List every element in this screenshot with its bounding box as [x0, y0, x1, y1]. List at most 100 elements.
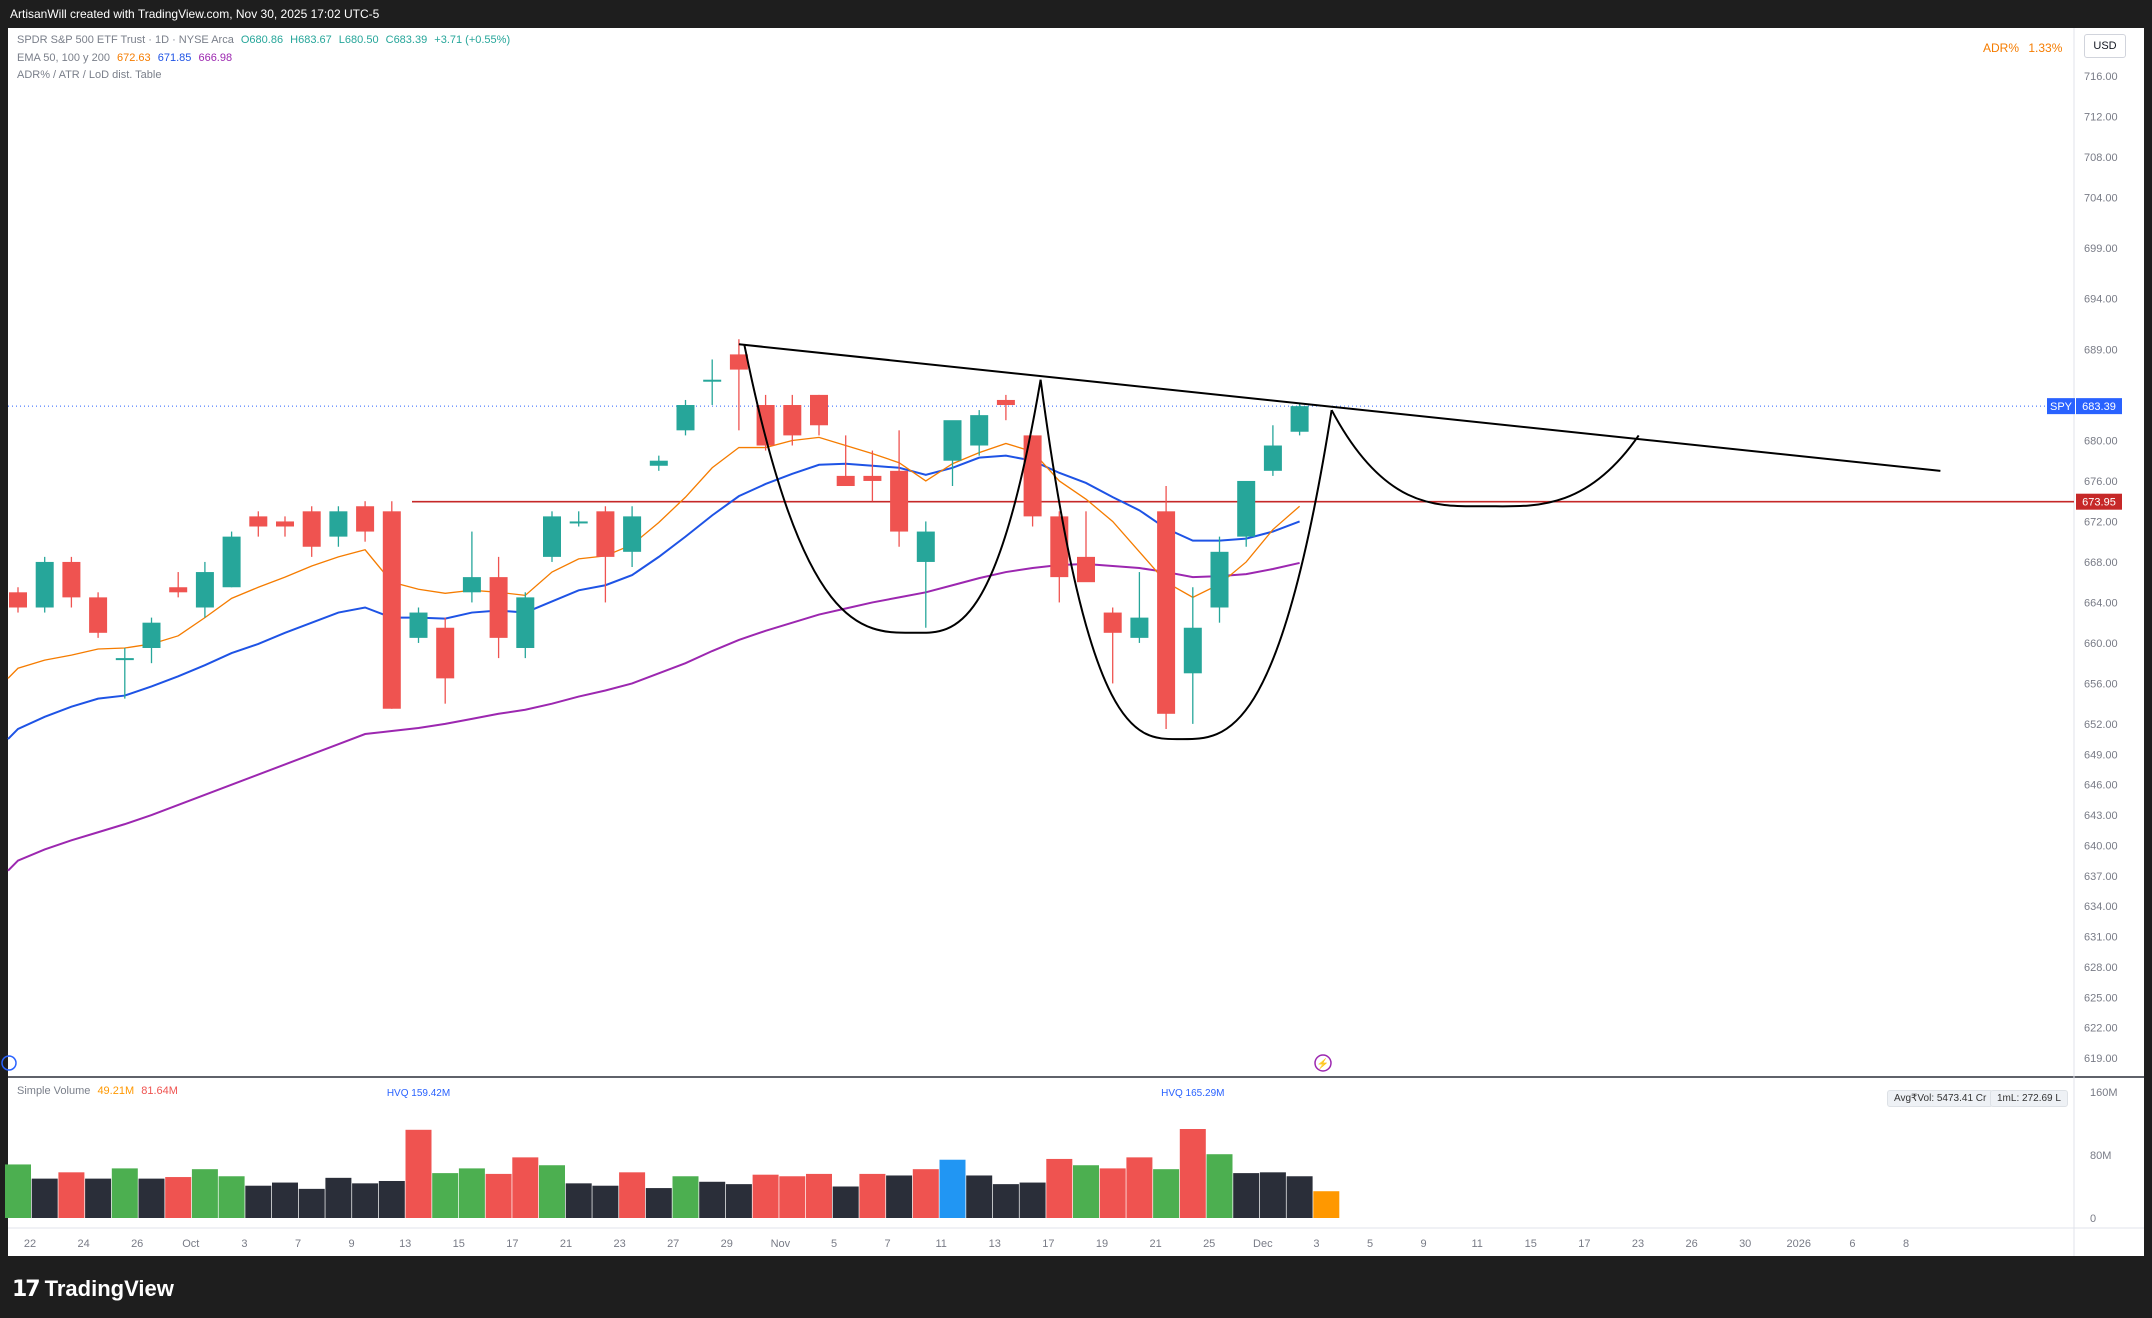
- candle-body[interactable]: [115, 658, 134, 661]
- candle-body[interactable]: [623, 516, 642, 552]
- volume-bar[interactable]: [939, 1159, 966, 1218]
- volume-bar[interactable]: [966, 1175, 993, 1218]
- candle-body[interactable]: [142, 622, 161, 648]
- volume-bar[interactable]: [1206, 1154, 1233, 1218]
- volume-bar[interactable]: [432, 1173, 459, 1218]
- volume-bar[interactable]: [512, 1157, 539, 1218]
- volume-bar[interactable]: [832, 1186, 859, 1219]
- candle-body[interactable]: [89, 597, 108, 633]
- candle-body[interactable]: [1210, 551, 1229, 608]
- candle-body[interactable]: [302, 511, 321, 547]
- candle-body[interactable]: [35, 561, 54, 608]
- volume-bar[interactable]: [645, 1188, 672, 1218]
- volume-bar[interactable]: [752, 1174, 779, 1218]
- candle-body[interactable]: [996, 399, 1015, 406]
- volume-bar[interactable]: [138, 1178, 165, 1218]
- candle-body[interactable]: [249, 516, 268, 527]
- volume-bar[interactable]: [1019, 1182, 1046, 1218]
- candle-body[interactable]: [1263, 445, 1282, 471]
- candle-body[interactable]: [9, 592, 27, 608]
- candle-body[interactable]: [1157, 511, 1176, 714]
- candle-body[interactable]: [649, 460, 668, 466]
- candle-body[interactable]: [569, 521, 588, 524]
- volume-bar[interactable]: [272, 1182, 298, 1218]
- volume-bar[interactable]: [1126, 1157, 1153, 1218]
- candle-body[interactable]: [756, 405, 775, 446]
- volume-bar[interactable]: [1313, 1191, 1340, 1218]
- volume-bar[interactable]: [405, 1129, 432, 1218]
- volume-bar[interactable]: [886, 1175, 913, 1218]
- candle-body[interactable]: [1237, 480, 1256, 537]
- candle-body[interactable]: [489, 577, 508, 638]
- volume-bar[interactable]: [565, 1183, 592, 1218]
- volume-bar[interactable]: [992, 1184, 1019, 1218]
- candle-body[interactable]: [1103, 612, 1122, 633]
- volume-bar[interactable]: [458, 1168, 485, 1218]
- volume-bar[interactable]: [912, 1169, 939, 1218]
- volume-bar[interactable]: [111, 1168, 138, 1218]
- candle-body[interactable]: [703, 379, 722, 382]
- volume-bar[interactable]: [672, 1176, 699, 1218]
- candle-body[interactable]: [462, 577, 481, 593]
- volume-bar[interactable]: [539, 1165, 565, 1218]
- candle-body[interactable]: [970, 415, 989, 446]
- candle-body[interactable]: [783, 405, 802, 436]
- candle-body[interactable]: [409, 612, 428, 638]
- candle-body[interactable]: [356, 506, 375, 532]
- tradingview-logo[interactable]: 17 TradingView: [12, 1276, 174, 1302]
- volume-bar[interactable]: [1259, 1172, 1286, 1218]
- volume-bar[interactable]: [1286, 1176, 1313, 1218]
- lightning-icon[interactable]: [1314, 1054, 1332, 1072]
- volume-bar[interactable]: [245, 1185, 272, 1218]
- descending-trendline[interactable]: [738, 343, 1941, 472]
- volume-bar[interactable]: [1153, 1169, 1180, 1218]
- volume-bar[interactable]: [298, 1188, 325, 1218]
- candle-body[interactable]: [890, 470, 909, 532]
- volume-bar[interactable]: [58, 1172, 85, 1218]
- volume-bar[interactable]: [325, 1177, 352, 1218]
- candle-body[interactable]: [863, 475, 882, 481]
- candle-body[interactable]: [329, 511, 348, 537]
- volume-bar[interactable]: [165, 1177, 192, 1218]
- candle-body[interactable]: [1023, 435, 1042, 517]
- candle-body[interactable]: [916, 531, 935, 562]
- volume-bar[interactable]: [725, 1184, 752, 1218]
- candle-body[interactable]: [62, 561, 81, 598]
- volume-bar[interactable]: [1233, 1173, 1260, 1218]
- candle-body[interactable]: [195, 572, 214, 608]
- candle-body[interactable]: [1183, 627, 1202, 674]
- candle-body[interactable]: [169, 587, 188, 593]
- volume-bar[interactable]: [352, 1183, 379, 1218]
- volume-bar[interactable]: [378, 1180, 405, 1218]
- volume-bar[interactable]: [859, 1173, 886, 1218]
- volume-bar[interactable]: [485, 1173, 512, 1218]
- candle-body[interactable]: [543, 516, 561, 557]
- volume-bar[interactable]: [619, 1172, 646, 1218]
- candle-body[interactable]: [276, 521, 294, 527]
- volume-bar[interactable]: [5, 1164, 31, 1218]
- candle-body[interactable]: [729, 354, 748, 370]
- candle-body[interactable]: [382, 511, 401, 709]
- volume-bar[interactable]: [1046, 1158, 1073, 1218]
- candle-body[interactable]: [1130, 617, 1149, 638]
- candle-body[interactable]: [436, 627, 455, 679]
- candle-body[interactable]: [516, 597, 535, 648]
- candle-body[interactable]: [1050, 516, 1069, 578]
- volume-bar[interactable]: [191, 1169, 218, 1218]
- earnings-marker-icon[interactable]: [1, 1055, 17, 1071]
- candle-body[interactable]: [1290, 406, 1309, 432]
- volume-bar[interactable]: [1179, 1129, 1206, 1218]
- candle-body[interactable]: [810, 394, 828, 426]
- volume-bar[interactable]: [1073, 1165, 1099, 1218]
- candle-body[interactable]: [836, 475, 855, 487]
- candle-body[interactable]: [1077, 556, 1095, 583]
- candle-body[interactable]: [943, 420, 962, 461]
- currency-button[interactable]: USD: [2084, 34, 2126, 58]
- left-cup-drawing[interactable]: [743, 344, 1042, 634]
- candle-body[interactable]: [676, 405, 695, 431]
- volume-bar[interactable]: [806, 1173, 832, 1218]
- handle-drawing[interactable]: [1330, 409, 1640, 508]
- volume-bar[interactable]: [85, 1178, 112, 1218]
- volume-bar[interactable]: [779, 1176, 806, 1218]
- volume-bar[interactable]: [1099, 1168, 1126, 1218]
